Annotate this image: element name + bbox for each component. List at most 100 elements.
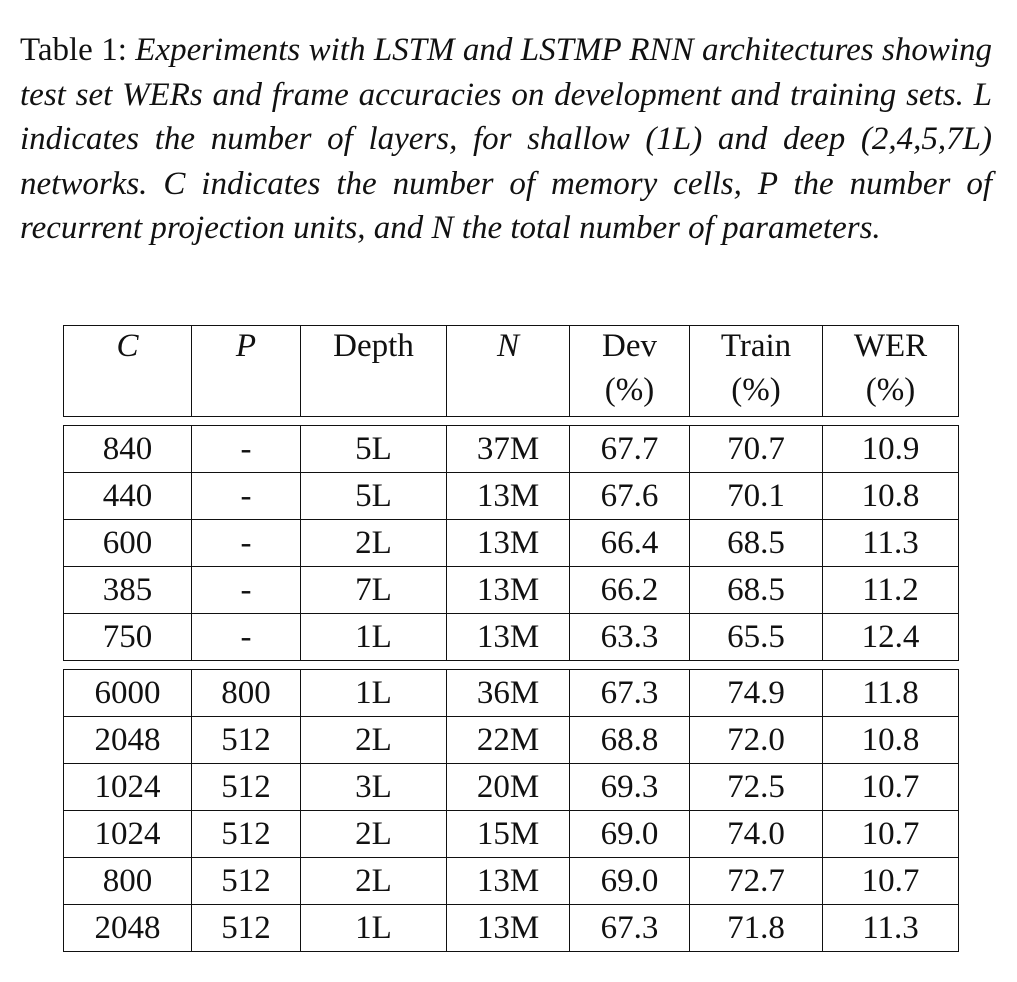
table-cell: 66.4 (569, 519, 690, 567)
table-cell: 37M (446, 425, 570, 473)
header-dev-unit: (%) (604, 372, 655, 408)
lstm-row: 440-5L 13M 67.6 70.1 10.8 (63, 472, 959, 520)
table-cell: 74.9 (689, 669, 823, 717)
table-cell: 2L (300, 857, 447, 905)
table-cell: - (191, 613, 301, 661)
table-cell: 1L (300, 613, 447, 661)
table-cell: 11.3 (822, 904, 959, 952)
header-train-label: Train (720, 328, 792, 364)
table-cell: - (191, 425, 301, 473)
table-cell: 69.3 (569, 763, 690, 811)
table-cell: 600 (63, 519, 192, 567)
table-cell: 385 (63, 566, 192, 614)
lstm-row: 750-1L 13M 63.3 65.5 12.4 (63, 613, 959, 661)
table-cell: - (191, 519, 301, 567)
table-cell: 69.0 (569, 810, 690, 858)
table-cell: 67.6 (569, 472, 690, 520)
table-cell: 1024 (63, 763, 192, 811)
table-cell: 1L (300, 669, 447, 717)
table-cell: 800 (63, 857, 192, 905)
table-cell: 65.5 (689, 613, 823, 661)
header-wer-unit: (%) (865, 372, 916, 408)
table-cell: 70.7 (689, 425, 823, 473)
table-cell: 15M (446, 810, 570, 858)
group-spacer (64, 661, 959, 670)
table-cell: 67.3 (569, 669, 690, 717)
lstmp-row: 1024 512 2L 15M 69.0 74.0 10.7 (63, 810, 959, 858)
table-cell: - (191, 566, 301, 614)
header-c: C (63, 325, 192, 417)
lstmp-row: 1024 512 3L 20M 69.3 72.5 10.7 (63, 763, 959, 811)
results-table: C P Depth N Dev (%) Train (%) WER (%) 840-5… (63, 325, 959, 952)
table-cell: 67.7 (569, 425, 690, 473)
header-wer: WER (%) (822, 325, 959, 417)
table-cell: 13M (446, 566, 570, 614)
table-cell: 69.0 (569, 857, 690, 905)
group-spacer-cell (64, 661, 959, 670)
table-cell: 13M (446, 857, 570, 905)
header-dev: Dev (%) (569, 325, 690, 417)
table-cell: 5L (300, 472, 447, 520)
table-cell: 10.7 (822, 810, 959, 858)
caption-label: Table 1: (20, 32, 127, 68)
table-cell: 750 (63, 613, 192, 661)
header-row: C P Depth N Dev (%) Train (%) WER (%) (63, 325, 959, 417)
group-spacer (64, 417, 959, 426)
table-cell: 20M (446, 763, 570, 811)
table-cell: 36M (446, 669, 570, 717)
lstmp-row: 2048 512 1L 13M 67.3 71.8 11.3 (63, 904, 959, 952)
table-cell: 10.7 (822, 763, 959, 811)
table-cell: 13M (446, 904, 570, 952)
table-cell: 13M (446, 519, 570, 567)
table-cell: 2048 (63, 716, 192, 764)
table-cell: 68.5 (689, 519, 823, 567)
table-cell: 1024 (63, 810, 192, 858)
header-p: P (191, 325, 301, 417)
table-cell: 2L (300, 519, 447, 567)
table-cell: 10.8 (822, 472, 959, 520)
table-cell: 10.7 (822, 857, 959, 905)
header-depth: Depth (300, 325, 447, 417)
header-train-unit: (%) (731, 372, 781, 408)
table-cell: 11.2 (822, 566, 959, 614)
table-cell: 13M (446, 613, 570, 661)
table-caption: Table 1: Experiments with LSTM and LSTMP… (20, 28, 992, 251)
caption-text: Experiments with LSTM and LSTMP RNN arch… (20, 32, 993, 247)
table-cell: 11.8 (822, 669, 959, 717)
table-cell: 13M (446, 472, 570, 520)
table-cell: 10.8 (822, 716, 959, 764)
table-cell: 1L (300, 904, 447, 952)
table-cell: 2L (300, 810, 447, 858)
table-body: 840-5L 37M 67.7 70.7 10.9 440-5L 13M 67.6 70.1 10… (63, 417, 959, 952)
lstmp-row: 6000 800 1L 36M 67.3 74.9 11.8 (63, 669, 959, 717)
table-cell: 512 (191, 716, 301, 764)
table-cell: - (191, 472, 301, 520)
table-cell: 67.3 (569, 904, 690, 952)
table-cell: 512 (191, 763, 301, 811)
table-cell: 72.5 (689, 763, 823, 811)
table-cell: 5L (300, 425, 447, 473)
table-cell: 72.0 (689, 716, 823, 764)
table-cell: 71.8 (689, 904, 823, 952)
table-cell: 3L (300, 763, 447, 811)
lstm-row: 840-5L 37M 67.7 70.7 10.9 (63, 425, 959, 473)
table-cell: 7L (300, 566, 447, 614)
table-cell: 10.9 (822, 425, 959, 473)
table-cell: 440 (63, 472, 192, 520)
table-cell: 6000 (63, 669, 192, 717)
lstmp-row: 2048 512 2L 22M 68.8 72.0 10.8 (63, 716, 959, 764)
table-cell: 63.3 (569, 613, 690, 661)
header-wer-label: WER (853, 328, 928, 364)
table-cell: 512 (191, 904, 301, 952)
table-cell: 840 (63, 425, 192, 473)
table-cell: 12.4 (822, 613, 959, 661)
table-cell: 512 (191, 810, 301, 858)
header-c-label: C (116, 328, 139, 364)
lstm-row: 600-2L 13M 66.4 68.5 11.3 (63, 519, 959, 567)
header-n-label: N (496, 328, 519, 364)
table-cell: 800 (191, 669, 301, 717)
table-cell: 66.2 (569, 566, 690, 614)
table-cell: 70.1 (689, 472, 823, 520)
lstm-row: 385-7L 13M 66.2 68.5 11.2 (63, 566, 959, 614)
header-train: Train (%) (689, 325, 823, 417)
